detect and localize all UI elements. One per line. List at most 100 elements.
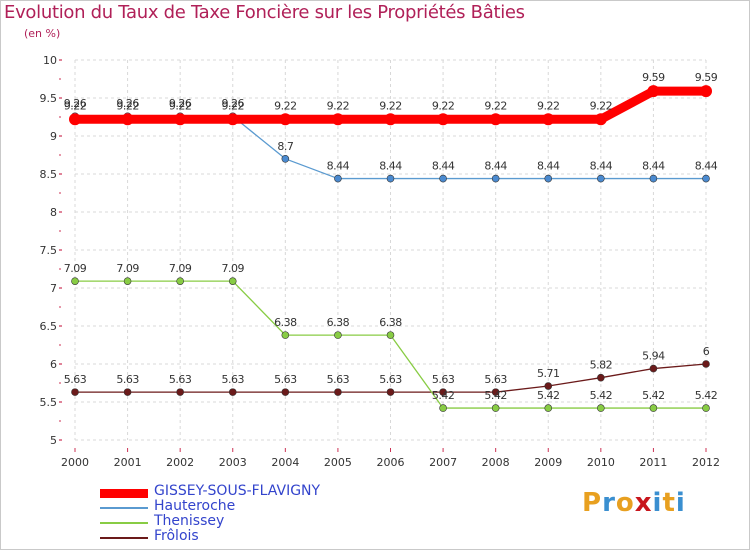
data-label: 5.63 <box>274 373 297 386</box>
data-point <box>384 113 397 126</box>
logo-letter: P <box>582 488 603 518</box>
logo-letter: o <box>615 488 635 518</box>
y-tick-label: 6 <box>50 358 57 371</box>
data-label: 9.22 <box>222 99 245 112</box>
data-point <box>491 404 500 412</box>
x-tick-label: 2006 <box>377 456 405 469</box>
data-point <box>649 364 658 373</box>
data-label: 9.59 <box>642 71 665 84</box>
data-label: 5.42 <box>537 389 560 402</box>
data-point <box>174 113 187 126</box>
data-label: 8.44 <box>327 160 350 173</box>
data-point <box>439 404 447 412</box>
data-label: 5.63 <box>222 373 245 386</box>
data-point <box>597 404 605 412</box>
data-label: 9.26 <box>116 97 139 110</box>
data-label: 8.44 <box>432 160 455 173</box>
data-label: 7.09 <box>64 262 87 275</box>
x-tick-label: 2009 <box>534 456 562 469</box>
y-tick-label: 9 <box>50 130 57 143</box>
y-tick-label: 9.5 <box>40 92 58 105</box>
x-tick-label: 2004 <box>271 456 299 469</box>
data-label: 9.22 <box>484 99 507 112</box>
data-point <box>437 113 450 126</box>
data-point <box>597 373 605 382</box>
data-label: 8.44 <box>642 160 665 173</box>
x-tick-label: 2007 <box>429 456 457 469</box>
data-label: 8.44 <box>590 160 613 173</box>
data-point <box>71 277 79 285</box>
logo-letter: i <box>675 488 686 518</box>
data-point <box>279 113 292 126</box>
data-label: 5.82 <box>590 359 613 372</box>
data-label: 5.42 <box>484 389 507 402</box>
data-label: 8.7 <box>277 140 293 153</box>
data-label: 7.09 <box>169 262 192 275</box>
legend-swatch <box>100 507 148 509</box>
logo-letter: r <box>602 488 616 518</box>
data-label: 5.63 <box>484 373 507 386</box>
data-point <box>176 388 184 396</box>
x-tick-label: 2005 <box>324 456 352 469</box>
data-point <box>439 388 447 396</box>
data-point <box>226 113 239 126</box>
data-label: 8.44 <box>379 160 402 173</box>
data-point <box>544 404 553 412</box>
data-point <box>386 331 395 339</box>
data-label: 5.63 <box>64 373 87 386</box>
x-tick-label: 2012 <box>692 456 720 469</box>
y-tick-label: 7 <box>50 282 57 295</box>
data-label: 5.63 <box>169 373 192 386</box>
data-point <box>71 388 79 396</box>
data-label: 9.22 <box>327 99 350 112</box>
logo-letter: t <box>662 488 676 518</box>
data-point <box>334 388 342 396</box>
data-point <box>69 113 81 126</box>
data-label: 5.63 <box>116 373 139 386</box>
data-point <box>700 85 712 98</box>
y-tick-label: 5.5 <box>40 396 58 409</box>
data-point <box>491 174 500 183</box>
data-label: 7.09 <box>116 262 139 275</box>
data-label: 6.38 <box>379 316 402 329</box>
x-tick-label: 2003 <box>219 456 247 469</box>
data-label: 5.42 <box>695 389 718 402</box>
data-point <box>176 277 184 285</box>
data-label: 8.44 <box>537 160 560 173</box>
y-tick-label: 8 <box>50 206 57 219</box>
data-label: 9.22 <box>590 99 613 112</box>
data-point <box>334 174 342 183</box>
data-label: 9.59 <box>695 71 718 84</box>
y-tick-label: 6.5 <box>40 320 58 333</box>
data-point <box>542 113 555 126</box>
chart-title: Evolution du Taux de Taxe Foncière sur l… <box>4 2 525 23</box>
series-layer <box>69 85 712 412</box>
legend-label: GISSEY-SOUS-FLAVIGNY <box>154 483 321 499</box>
data-label: 9.22 <box>274 99 297 112</box>
data-label: 6 <box>703 345 710 358</box>
x-tick-label: 2001 <box>114 456 142 469</box>
data-point <box>334 331 342 339</box>
y-tick-label: 8.5 <box>40 168 58 181</box>
data-point <box>331 113 344 126</box>
legend-label: Thenissey <box>154 513 225 529</box>
data-point <box>123 388 132 396</box>
x-tick-label: 2008 <box>482 456 510 469</box>
data-point <box>386 174 395 183</box>
data-label: 5.42 <box>432 389 455 402</box>
data-label: 9.22 <box>379 99 402 112</box>
data-point <box>489 113 502 126</box>
data-label: 6.38 <box>327 316 350 329</box>
data-point <box>491 388 500 396</box>
data-point <box>647 85 660 98</box>
data-label: 5.94 <box>642 350 665 363</box>
data-point <box>281 331 290 339</box>
proxiti-logo: Proxiti <box>582 488 686 518</box>
axes: 5 5.5 6 6.5 7 7.5 8 8.5 9 9.5 10 2000 2001 2002 2003 20… <box>40 54 721 469</box>
data-label: 9.26 <box>222 97 245 110</box>
data-label: 5.42 <box>642 389 665 402</box>
data-point <box>702 360 710 368</box>
data-point <box>281 388 290 396</box>
data-point <box>121 113 134 126</box>
